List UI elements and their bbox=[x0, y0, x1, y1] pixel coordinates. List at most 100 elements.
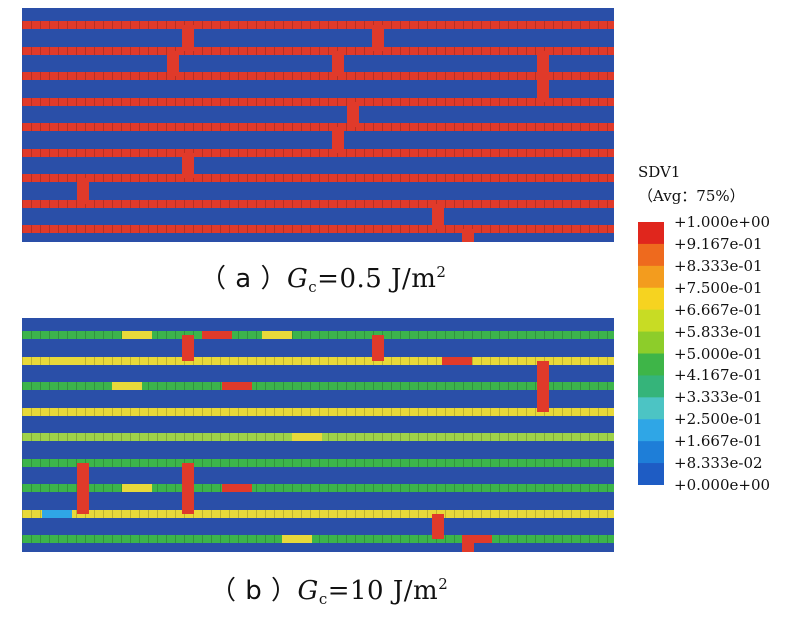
transverse-crack bbox=[432, 204, 444, 229]
mesh-line bbox=[373, 408, 374, 416]
mesh-line bbox=[211, 484, 212, 492]
mesh-line bbox=[256, 331, 257, 339]
mesh-line bbox=[166, 535, 167, 543]
mesh-line bbox=[346, 225, 347, 233]
mesh-line bbox=[31, 72, 32, 80]
mesh-line bbox=[31, 149, 32, 157]
mesh-line bbox=[148, 123, 149, 131]
legend-swatch bbox=[638, 222, 664, 245]
mesh-line bbox=[580, 408, 581, 416]
mesh-line bbox=[508, 174, 509, 182]
mesh-line bbox=[103, 98, 104, 106]
mesh-line bbox=[22, 382, 23, 390]
mesh-line bbox=[238, 433, 239, 441]
mesh-line bbox=[49, 21, 50, 29]
mesh-line bbox=[49, 123, 50, 131]
mesh-line bbox=[283, 200, 284, 208]
mesh-line bbox=[229, 174, 230, 182]
mesh-line bbox=[166, 225, 167, 233]
mesh-line bbox=[202, 510, 203, 518]
mesh-line bbox=[238, 331, 239, 339]
mesh-line bbox=[454, 174, 455, 182]
mesh-line bbox=[337, 459, 338, 467]
mesh-line bbox=[490, 484, 491, 492]
mesh-line bbox=[103, 47, 104, 55]
mesh-line bbox=[310, 21, 311, 29]
mesh-line bbox=[211, 123, 212, 131]
mesh-line bbox=[355, 174, 356, 182]
mesh-line bbox=[103, 535, 104, 543]
mesh-line bbox=[148, 47, 149, 55]
mesh-line bbox=[535, 382, 536, 390]
damage-band bbox=[22, 21, 614, 29]
mesh-line bbox=[94, 174, 95, 182]
damage-band bbox=[22, 459, 614, 467]
mesh-line bbox=[76, 47, 77, 55]
mesh-line bbox=[553, 408, 554, 416]
mesh-line bbox=[508, 149, 509, 157]
mesh-line bbox=[265, 535, 266, 543]
mesh-line bbox=[166, 510, 167, 518]
mesh-line bbox=[112, 510, 113, 518]
mesh-line bbox=[274, 459, 275, 467]
mesh-line bbox=[589, 459, 590, 467]
mesh-line bbox=[481, 510, 482, 518]
mesh-line bbox=[175, 459, 176, 467]
mesh-line bbox=[553, 535, 554, 543]
mesh-line bbox=[112, 433, 113, 441]
mesh-line bbox=[454, 433, 455, 441]
mesh-line bbox=[220, 200, 221, 208]
mesh-line bbox=[283, 174, 284, 182]
mesh-line bbox=[589, 225, 590, 233]
mesh-line bbox=[301, 484, 302, 492]
mesh-line bbox=[337, 331, 338, 339]
mesh-line bbox=[382, 459, 383, 467]
mesh-line bbox=[85, 123, 86, 131]
damage-band bbox=[22, 484, 614, 492]
mesh-line bbox=[265, 174, 266, 182]
mesh-line bbox=[427, 21, 428, 29]
caption-a-label: （ a ） bbox=[200, 264, 287, 294]
damage-band bbox=[22, 535, 614, 543]
mesh-line bbox=[22, 72, 23, 80]
mesh-line bbox=[571, 331, 572, 339]
mesh-line bbox=[76, 123, 77, 131]
mesh-line bbox=[31, 357, 32, 365]
mesh-line bbox=[301, 98, 302, 106]
mesh-line bbox=[499, 484, 500, 492]
mesh-line bbox=[328, 408, 329, 416]
mesh-line bbox=[400, 510, 401, 518]
mesh-line bbox=[526, 331, 527, 339]
mesh-line bbox=[130, 123, 131, 131]
mesh-line bbox=[31, 123, 32, 131]
mesh-line bbox=[49, 408, 50, 416]
mesh-line bbox=[400, 535, 401, 543]
mesh-line bbox=[535, 408, 536, 416]
mesh-line bbox=[508, 433, 509, 441]
mesh-line bbox=[562, 357, 563, 365]
mesh-line bbox=[400, 47, 401, 55]
mesh-line bbox=[508, 535, 509, 543]
mesh-line bbox=[382, 149, 383, 157]
mesh-line bbox=[472, 331, 473, 339]
mesh-line bbox=[382, 535, 383, 543]
mesh-line bbox=[481, 123, 482, 131]
mesh-line bbox=[400, 459, 401, 467]
mesh-line bbox=[418, 149, 419, 157]
mesh-line bbox=[31, 510, 32, 518]
mesh-line bbox=[589, 174, 590, 182]
mesh-line bbox=[112, 357, 113, 365]
damage-band bbox=[22, 200, 614, 208]
mesh-line bbox=[103, 174, 104, 182]
mesh-line bbox=[121, 98, 122, 106]
damage-patch bbox=[222, 484, 252, 492]
mesh-line bbox=[463, 98, 464, 106]
mesh-line bbox=[481, 47, 482, 55]
mesh-line bbox=[571, 510, 572, 518]
mesh-line bbox=[427, 225, 428, 233]
mesh-line bbox=[94, 408, 95, 416]
mesh-line bbox=[94, 382, 95, 390]
mesh-line bbox=[490, 357, 491, 365]
mesh-line bbox=[265, 47, 266, 55]
mesh-line bbox=[463, 149, 464, 157]
